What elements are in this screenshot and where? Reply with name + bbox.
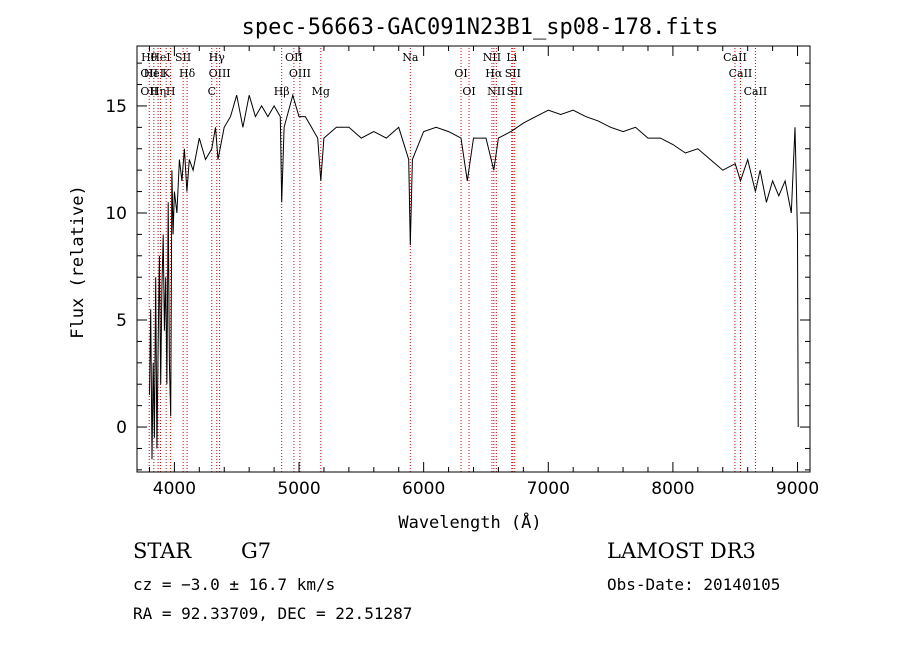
line-marker-label: OIII xyxy=(209,67,231,80)
line-marker-label: Hβ xyxy=(274,85,290,98)
x-tick-label: 7000 xyxy=(527,479,570,499)
x-tick-label: 8000 xyxy=(651,479,694,499)
redshift-cz: cz = −3.0 ± 16.7 km/s xyxy=(133,575,335,594)
y-tick-label: 5 xyxy=(116,311,127,331)
observation-date: Obs-Date: 20140105 xyxy=(607,575,780,594)
line-marker-label: K xyxy=(162,67,171,80)
coordinates: RA = 92.33709, DEC = 22.51287 xyxy=(133,604,412,623)
line-marker-label: Hδ xyxy=(179,67,196,80)
x-tick-label: 5000 xyxy=(277,479,320,499)
line-marker-label: Hθ xyxy=(141,51,158,64)
line-marker-label: Hη xyxy=(150,85,166,98)
line-marker-label: SII xyxy=(505,67,521,80)
line-marker-label: HeI xyxy=(150,51,170,64)
y-axis-label: Flux (relative) xyxy=(68,185,88,339)
x-tick-label: 4000 xyxy=(153,479,196,499)
plot-frame xyxy=(136,45,811,473)
line-marker-label: SII xyxy=(507,85,523,98)
line-marker-label: OII xyxy=(140,67,158,80)
line-marker-label: Hγ xyxy=(209,51,226,64)
line-marker-label: NII xyxy=(487,85,505,98)
x-tick-label: 9000 xyxy=(776,479,819,499)
line-marker-label: CaII xyxy=(744,85,768,98)
spectrum-line xyxy=(149,93,799,460)
line-marker-label: H xyxy=(166,85,176,98)
line-marker-label: Li xyxy=(506,51,517,64)
line-marker-label: Na xyxy=(402,51,419,64)
line-marker-label: C xyxy=(208,85,216,98)
line-marker-label: SII xyxy=(175,51,191,64)
y-tick-label: 15 xyxy=(105,97,127,117)
line-marker-label: OII xyxy=(140,85,158,98)
object-subclass: G7 xyxy=(241,539,271,563)
object-class: STAR xyxy=(133,539,192,563)
x-tick-label: 6000 xyxy=(402,479,445,499)
x-axis-label: Wavelength (Å) xyxy=(398,511,541,533)
line-marker-label: OII xyxy=(285,51,303,64)
line-marker-label: OI xyxy=(454,67,467,80)
line-marker-label: CaII xyxy=(723,51,747,64)
line-marker-label: Mg xyxy=(312,85,330,98)
line-marker-label: CaII xyxy=(729,67,753,80)
line-marker-label: HeI xyxy=(144,67,164,80)
survey-name: LAMOST DR3 xyxy=(607,539,756,563)
y-tick-label: 0 xyxy=(116,418,127,438)
chart-title: spec-56663-GAC091N23B1_sp08-178.fits xyxy=(242,15,719,40)
line-marker-label: NII xyxy=(483,51,501,64)
axis-ticks: 4000 5000 6000 7000 8000 9000 0 5 10 15 xyxy=(105,46,819,499)
line-marker-label: Hα xyxy=(485,67,503,80)
line-marker-label: OIII xyxy=(289,67,311,80)
line-marker-label: OI xyxy=(462,85,475,98)
y-tick-label: 10 xyxy=(105,204,127,224)
spectral-line-labels: HθOIIOIIHeIHηHeIKHSIIHδCHγOIIIHβOIIOIIIM… xyxy=(140,51,767,98)
